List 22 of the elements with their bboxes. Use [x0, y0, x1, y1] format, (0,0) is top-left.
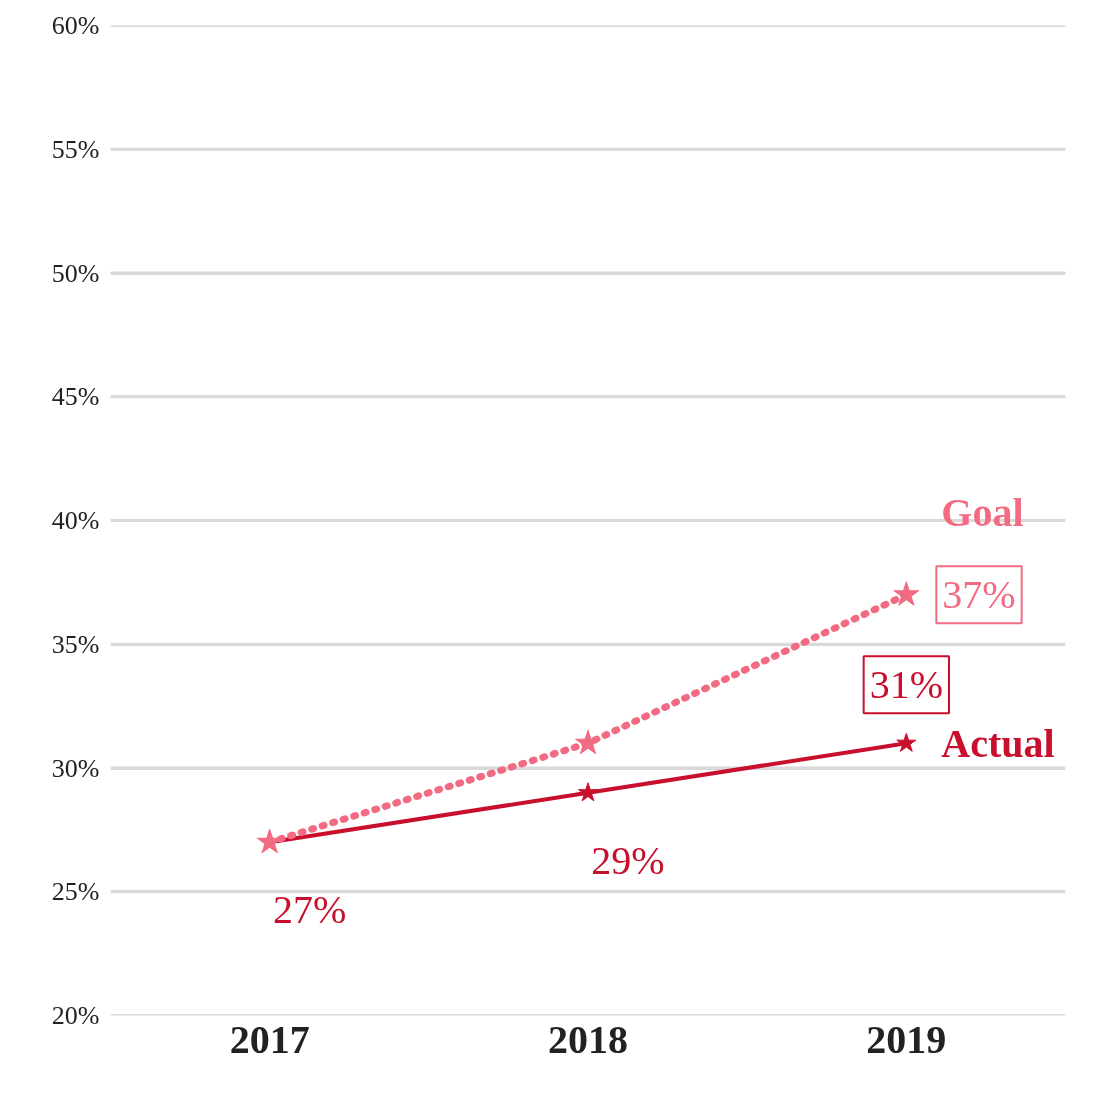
legend-label: Actual: [941, 720, 1055, 766]
point: [577, 782, 599, 802]
y-tick-label: 25%: [51, 877, 100, 907]
point: [575, 729, 601, 755]
data-label: 31%: [869, 662, 943, 708]
series-label: Goal: [941, 489, 1024, 535]
data-label: 27%: [273, 887, 347, 933]
y-tick-label: 20%: [51, 1001, 100, 1030]
y-tick-label: 60%: [51, 11, 100, 40]
y-tick-label: 55%: [51, 134, 100, 164]
x-tick-label: 2017: [229, 1016, 310, 1062]
x-tick-label: 2019: [866, 1016, 947, 1062]
y-tick-label: 35%: [51, 629, 100, 659]
point: [896, 732, 917, 752]
x-tick-label: 2018: [548, 1016, 628, 1062]
y-tick-label: 45%: [51, 382, 100, 412]
point: [893, 581, 920, 606]
y-tick-label: 30%: [51, 753, 100, 783]
data-label: 29%: [591, 837, 665, 883]
data-label: 37%: [942, 572, 1016, 618]
y-tick-label: 50%: [51, 258, 100, 288]
y-tick-label: 40%: [51, 506, 100, 535]
